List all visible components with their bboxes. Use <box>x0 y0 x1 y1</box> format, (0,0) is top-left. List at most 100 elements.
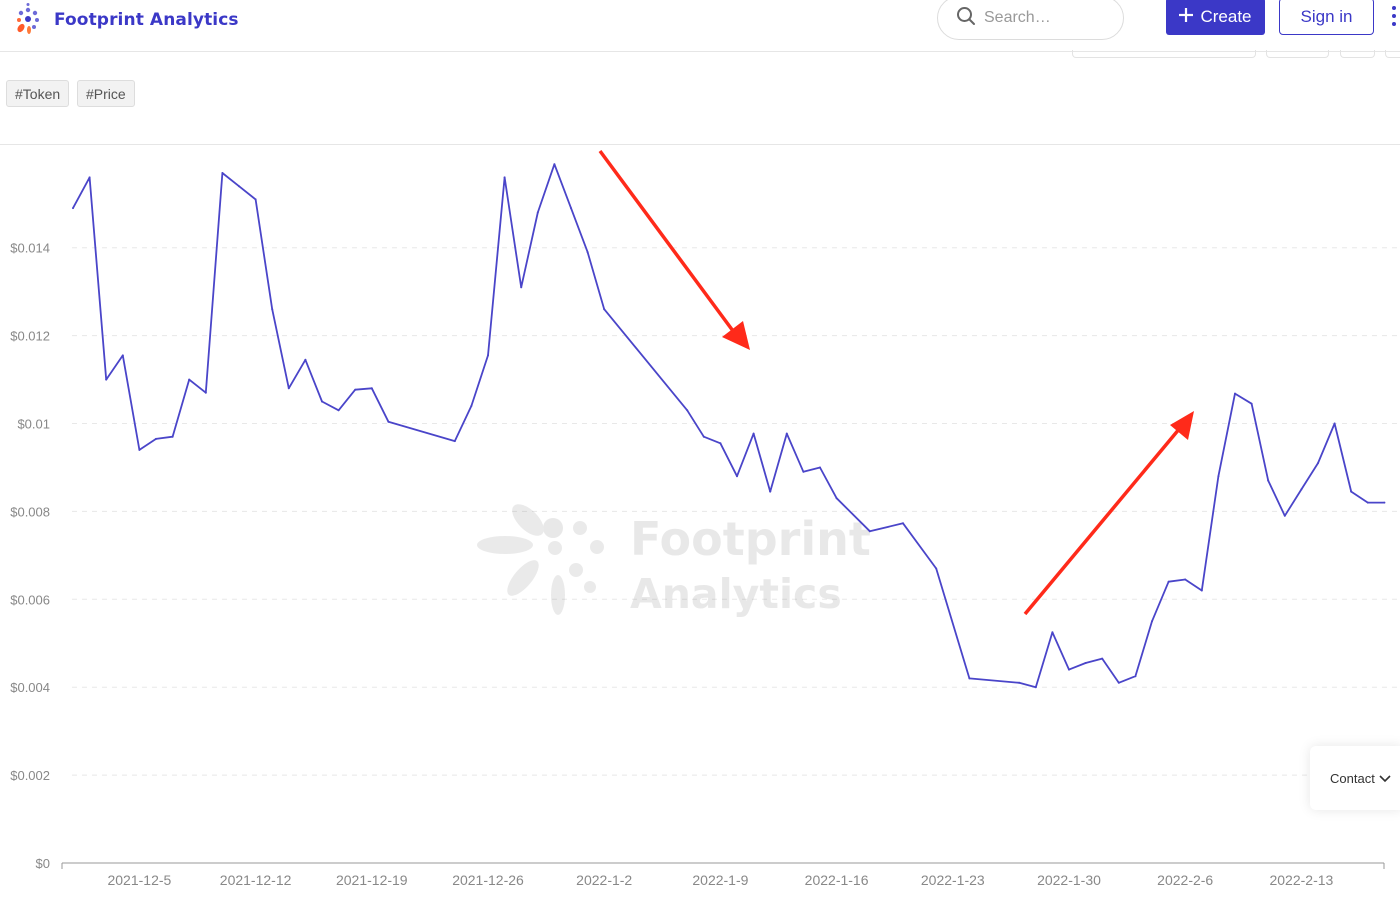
data-point <box>321 400 323 403</box>
data-point <box>204 391 207 394</box>
chevron-down-icon <box>1379 771 1391 786</box>
data-point <box>1333 422 1336 425</box>
data-point <box>487 354 489 357</box>
data-point <box>221 172 224 174</box>
data-point <box>121 354 124 357</box>
data-point <box>1350 490 1353 493</box>
create-label: Create <box>1200 6 1252 26</box>
data-point <box>1300 488 1303 491</box>
data-point <box>1234 392 1236 395</box>
x-tick-label: 2022-1-30 <box>1037 872 1101 888</box>
x-tick-label: 2021-12-26 <box>452 872 524 888</box>
data-point <box>88 176 91 179</box>
price-chart-panel: $0 $0.002 $0.004 $0.006 $0.008 $0.01 $0.012 $0.… <box>0 144 1400 910</box>
x-tick-label: 2022-1-9 <box>692 872 748 888</box>
x-tick-label: 2021-12-12 <box>220 872 292 888</box>
data-point <box>155 437 157 440</box>
data-point <box>1383 501 1386 504</box>
kebab-menu-icon[interactable] <box>1392 6 1398 28</box>
y-tick-label: $0.008 <box>10 504 50 519</box>
data-point <box>1283 514 1286 517</box>
data-point <box>171 435 174 438</box>
x-tick-label: 2022-2-6 <box>1157 872 1213 888</box>
data-point <box>304 358 307 361</box>
data-point <box>1134 675 1137 678</box>
y-tick-label: $0.012 <box>10 329 50 344</box>
annotation-layer <box>598 149 1194 616</box>
data-point <box>520 286 523 289</box>
toolbar-control[interactable] <box>1072 50 1256 58</box>
up-arrow-annotation <box>1023 411 1194 616</box>
search-icon <box>956 6 976 31</box>
data-point <box>238 185 240 188</box>
data-point <box>570 207 572 210</box>
data-point <box>1267 479 1270 482</box>
data-point <box>769 490 772 493</box>
toolbar-control[interactable] <box>1340 50 1375 58</box>
data-point <box>868 530 871 533</box>
tag-price[interactable]: #Price <box>77 80 135 107</box>
data-point <box>1051 631 1054 634</box>
data-point <box>1117 681 1120 684</box>
search-bar[interactable] <box>937 0 1124 40</box>
toolbar-control[interactable] <box>1385 50 1400 58</box>
y-tick-label: $0.004 <box>10 680 50 695</box>
search-input[interactable] <box>984 9 1104 27</box>
data-point <box>1200 589 1203 592</box>
data-point <box>354 388 357 391</box>
x-tick-label: 2022-1-23 <box>921 872 985 888</box>
data-point <box>370 387 373 390</box>
data-point <box>271 308 274 311</box>
data-point <box>1018 681 1021 684</box>
data-point <box>337 409 340 412</box>
data-point <box>686 409 689 412</box>
data-point <box>702 435 705 438</box>
brand-logo[interactable]: Footprint Analytics <box>8 2 239 38</box>
toolbar-control[interactable] <box>1266 50 1329 58</box>
data-point <box>105 378 108 381</box>
y-tick-label: $0.014 <box>10 241 50 256</box>
data-point <box>72 207 74 210</box>
plus-icon <box>1179 7 1194 27</box>
price-line-chart: $0 $0.002 $0.004 $0.006 $0.008 $0.01 $0.012 $0.… <box>10 149 1398 888</box>
data-point <box>603 308 606 311</box>
data-point <box>1151 620 1153 623</box>
data-point <box>719 442 722 445</box>
top-header: Footprint Analytics Create Sign in <box>0 0 1400 52</box>
data-point <box>935 567 938 570</box>
data-point <box>1184 578 1187 581</box>
watermark-line-1: Footprint <box>630 512 871 566</box>
y-tick-label: $0.006 <box>10 592 50 607</box>
create-button[interactable]: Create <box>1166 0 1265 35</box>
y-tick-label: $0.01 <box>17 417 50 432</box>
data-point <box>802 470 805 473</box>
data-point <box>1101 657 1104 660</box>
x-tick-label: 2022-1-16 <box>805 872 869 888</box>
x-tick-label: 2022-2-13 <box>1269 872 1333 888</box>
y-tick-label: $0.002 <box>10 768 50 783</box>
footprint-logo-icon <box>8 2 48 38</box>
data-point <box>1167 580 1170 583</box>
x-tick-label: 2022-1-2 <box>576 872 632 888</box>
data-point <box>254 198 257 201</box>
down-arrow-annotation <box>598 149 750 350</box>
footprint-watermark: Footprint Analytics <box>477 504 871 618</box>
x-tick-label: 2021-12-5 <box>107 872 171 888</box>
brand-name: Footprint Analytics <box>54 10 239 30</box>
data-point <box>819 466 821 469</box>
data-point <box>287 387 290 390</box>
data-point <box>138 448 141 451</box>
data-point <box>1084 662 1087 664</box>
tag-token[interactable]: #Token <box>6 80 70 107</box>
data-point <box>1217 475 1220 478</box>
data-point <box>387 420 390 423</box>
data-point <box>503 176 506 179</box>
data-point <box>1366 501 1369 504</box>
data-point <box>536 211 539 214</box>
contact-widget[interactable]: Contact <box>1310 746 1400 810</box>
sign-in-button[interactable]: Sign in <box>1279 0 1374 35</box>
sign-in-label: Sign in <box>1300 6 1353 26</box>
y-tick-label: $0 <box>36 856 50 871</box>
data-point <box>453 440 456 443</box>
data-point <box>1034 686 1037 689</box>
